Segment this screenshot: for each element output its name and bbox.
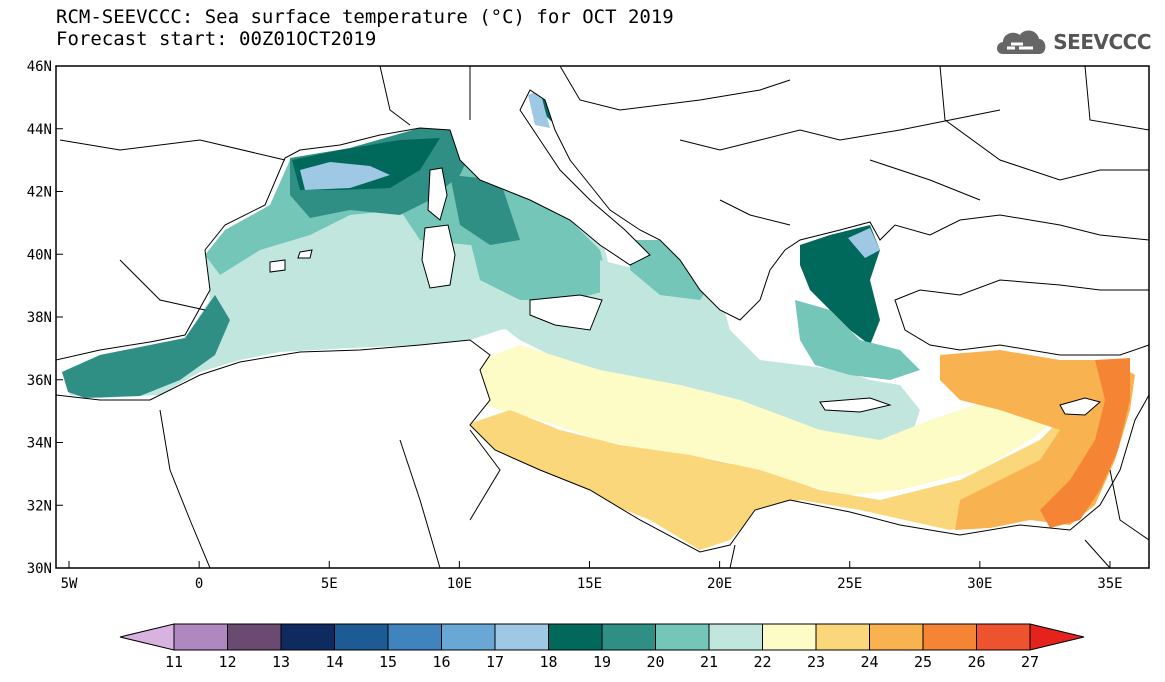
colorbar-cell — [548, 623, 603, 651]
colorbar-cell — [387, 623, 442, 651]
colorbar-cells — [119, 623, 1085, 651]
colorbar-cell — [173, 623, 228, 651]
country-borders — [59, 66, 1149, 568]
colorbar-cell — [976, 623, 1031, 651]
colorbar-label: 26 — [967, 653, 985, 671]
balearic-islands — [269, 249, 313, 273]
lon-axis: 5W 0 5E 10E 15E 20E 25E 30E 35E — [61, 561, 1123, 592]
colorbar-cell — [334, 623, 389, 651]
colorbar-cell — [815, 623, 870, 651]
colorbar-label: 12 — [218, 653, 236, 671]
lat-tick-label: 38N — [27, 310, 52, 326]
lat-tick-label: 34N — [27, 436, 52, 452]
colorbar-labels: 11 12 13 14 15 16 17 18 19 20 21 22 23 24 25 26 27 — [165, 653, 1039, 671]
colorbar-label: 22 — [753, 653, 771, 671]
colorbar-cell — [1029, 623, 1085, 651]
map-content — [56, 66, 1149, 568]
lon-tick-label: 10E — [447, 576, 472, 592]
colorbar-cell — [601, 623, 656, 651]
colorbar-label: 18 — [539, 653, 557, 671]
colorbar-cell — [227, 623, 282, 651]
land — [56, 66, 1149, 568]
seevccc-logo: SEEVCCC — [993, 26, 1151, 58]
colorbar-label: 14 — [325, 653, 343, 671]
lat-tick-label: 42N — [27, 185, 52, 201]
sst-zone-25-levant — [1040, 358, 1130, 528]
colorbar-label: 21 — [700, 653, 718, 671]
logo-text: SEEVCCC — [1053, 30, 1151, 54]
lat-tick-label: 40N — [27, 247, 52, 263]
lon-tick-label: 30E — [967, 576, 992, 592]
sst-zone-19-tyrrhenian — [450, 175, 520, 245]
lat-tick-label: 30N — [27, 561, 52, 577]
sst-zone-17-adriatic — [528, 90, 550, 128]
colorbar-cell — [655, 623, 710, 651]
colorbar-label: 24 — [860, 653, 878, 671]
colorbar-label: 13 — [272, 653, 290, 671]
colorbar-cell — [280, 623, 335, 651]
colorbar-label: 19 — [593, 653, 611, 671]
colorbar-label: 20 — [646, 653, 664, 671]
map-subtitle: Forecast start: 00Z01OCT2019 — [56, 28, 377, 50]
colorbar-label: 16 — [432, 653, 450, 671]
colorbar-label: 23 — [807, 653, 825, 671]
lon-tick-label: 25E — [837, 576, 862, 592]
sicily — [529, 294, 603, 331]
sst-zone-20-aegean — [795, 300, 920, 380]
colorbar-label: 15 — [379, 653, 397, 671]
colorbar-cell — [869, 623, 924, 651]
colorbar-cell — [441, 623, 496, 651]
colorbar-cell — [762, 623, 817, 651]
lon-tick-label: 5E — [321, 576, 338, 592]
colorbar-cell — [119, 623, 175, 651]
sardinia — [421, 224, 456, 289]
sst-zone-21-ionian — [500, 260, 920, 440]
sst-zone-20-alboran — [62, 295, 230, 398]
lat-tick-label: 36N — [27, 373, 52, 389]
colorbar-cell — [708, 623, 763, 651]
sst-zone-17-lion — [300, 162, 390, 190]
sst-zone-17-aegean — [848, 228, 880, 258]
lon-tick-label: 5W — [61, 576, 78, 592]
anatolia-land — [894, 279, 1149, 356]
cloud-icon — [997, 30, 1046, 54]
cyprus — [1059, 397, 1102, 416]
colorbar-label: 11 — [165, 653, 183, 671]
colorbar-label: 25 — [914, 653, 932, 671]
sst-zone-22-south — [470, 345, 1070, 495]
colorbar-label: 27 — [1021, 653, 1039, 671]
map-title: RCM-SEEVCCC: Sea surface temperature (°C… — [56, 6, 674, 28]
lon-tick-label: 20E — [707, 576, 732, 592]
title-block: RCM-SEEVCCC: Sea surface temperature (°C… — [56, 6, 674, 50]
colorbar-label: 17 — [486, 653, 504, 671]
lat-axis: 30N 32N 34N 36N 38N 40N 42N 44N 46N — [27, 59, 63, 577]
colorbar-cell — [494, 623, 549, 651]
sst-zone-19-aegean — [800, 225, 880, 345]
lat-tick-label: 46N — [27, 59, 52, 75]
lat-tick-label: 32N — [27, 498, 52, 514]
europe-land — [56, 66, 1149, 361]
lon-tick-label: 15E — [577, 576, 602, 592]
colorbar-cell — [922, 623, 977, 651]
lat-tick-label: 44N — [27, 122, 52, 138]
lon-tick-label: 35E — [1097, 576, 1122, 592]
sst-zone-23-south — [465, 405, 1090, 550]
lon-tick-label: 0 — [195, 576, 203, 592]
africa-land — [56, 339, 1149, 568]
corsica — [427, 167, 448, 221]
crete — [819, 397, 892, 413]
